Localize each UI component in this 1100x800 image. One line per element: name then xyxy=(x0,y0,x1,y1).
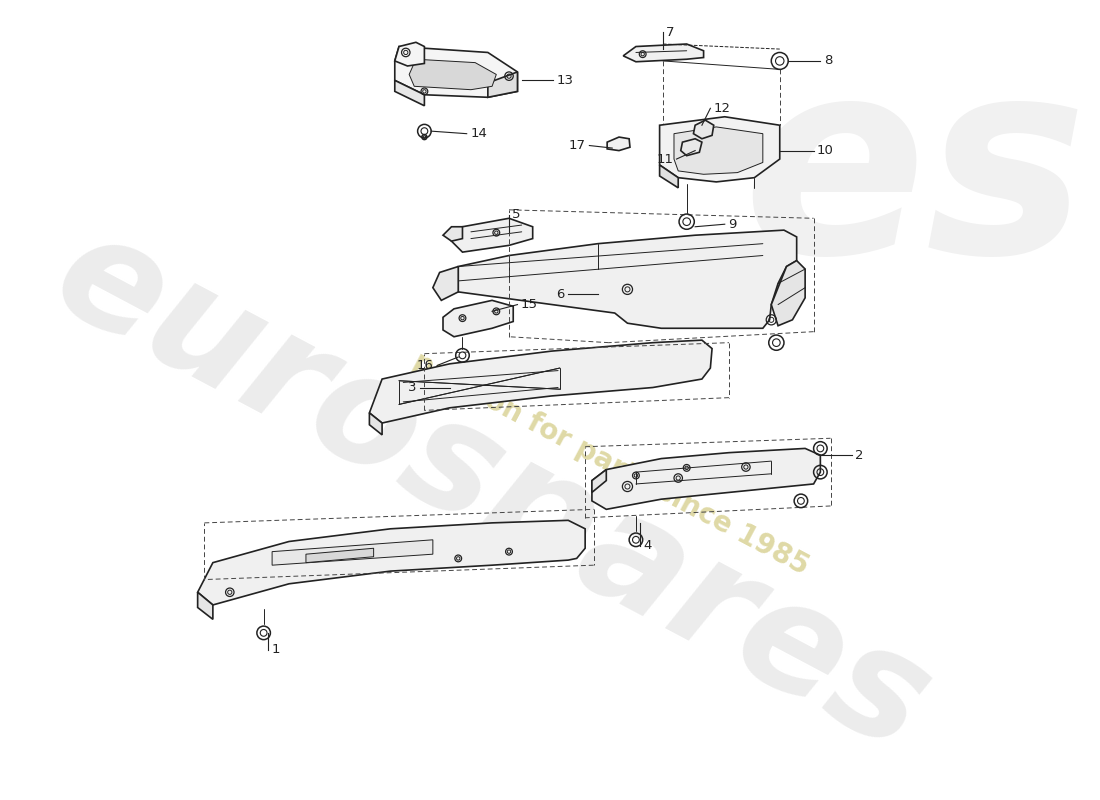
Text: 13: 13 xyxy=(557,74,573,87)
Text: 17: 17 xyxy=(569,139,586,152)
Polygon shape xyxy=(487,72,517,98)
Polygon shape xyxy=(674,127,762,174)
Text: 12: 12 xyxy=(714,102,730,114)
Text: 14: 14 xyxy=(470,127,487,140)
Polygon shape xyxy=(693,120,714,138)
Polygon shape xyxy=(443,226,462,241)
Polygon shape xyxy=(395,42,425,66)
Polygon shape xyxy=(395,46,517,98)
Polygon shape xyxy=(660,165,679,188)
Polygon shape xyxy=(451,218,532,252)
Text: 15: 15 xyxy=(520,298,538,311)
Text: 9: 9 xyxy=(728,218,737,230)
Polygon shape xyxy=(592,449,821,510)
Polygon shape xyxy=(459,230,796,328)
Polygon shape xyxy=(607,137,630,150)
Polygon shape xyxy=(433,266,459,300)
Polygon shape xyxy=(370,413,382,435)
Polygon shape xyxy=(409,59,496,90)
Polygon shape xyxy=(624,44,704,62)
Text: 10: 10 xyxy=(817,144,834,157)
Text: 7: 7 xyxy=(667,26,675,38)
Text: 1: 1 xyxy=(272,643,279,656)
Polygon shape xyxy=(272,540,433,565)
Text: 5: 5 xyxy=(513,209,521,222)
Polygon shape xyxy=(443,300,514,337)
Polygon shape xyxy=(306,548,374,562)
Text: 16: 16 xyxy=(417,359,433,372)
Text: eurospares: eurospares xyxy=(31,198,954,783)
Polygon shape xyxy=(370,340,712,423)
Polygon shape xyxy=(660,117,780,182)
Text: 4: 4 xyxy=(644,539,652,552)
Polygon shape xyxy=(681,138,702,156)
Text: 2: 2 xyxy=(855,449,864,462)
Text: 8: 8 xyxy=(824,54,832,67)
Polygon shape xyxy=(771,261,805,326)
Polygon shape xyxy=(592,470,606,493)
Text: 3: 3 xyxy=(408,381,417,394)
Polygon shape xyxy=(198,592,213,619)
Text: 6: 6 xyxy=(557,288,564,301)
Polygon shape xyxy=(395,80,425,106)
Text: 11: 11 xyxy=(656,153,673,166)
Text: es: es xyxy=(742,46,1088,309)
Text: passion for parts since 1985: passion for parts since 1985 xyxy=(408,347,813,580)
Polygon shape xyxy=(198,520,585,605)
